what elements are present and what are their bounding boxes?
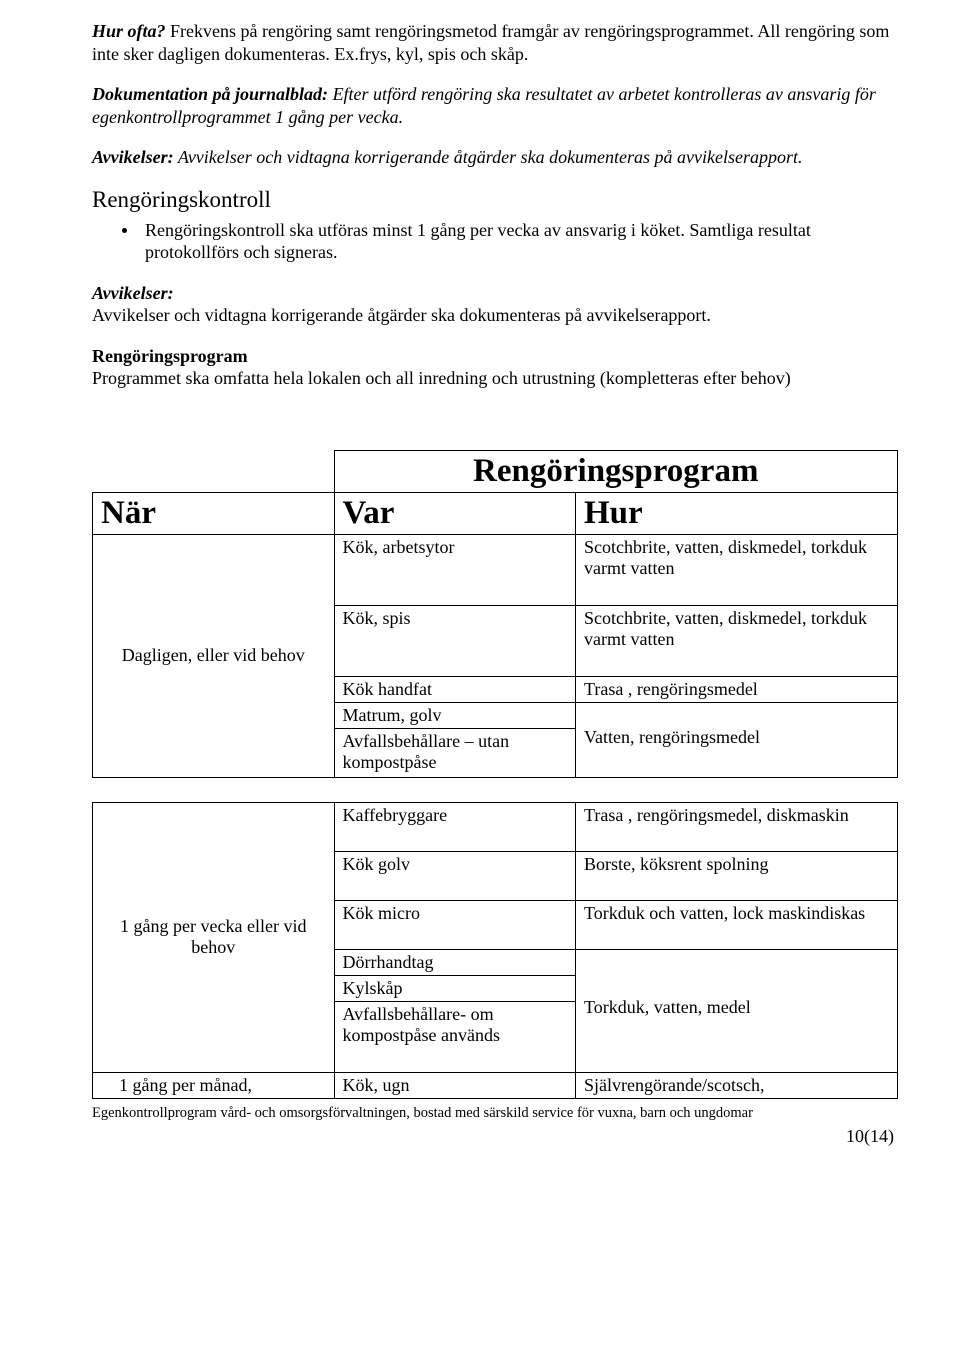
col-header-where: Var bbox=[334, 492, 576, 534]
avvikelser-label: Avvikelser: bbox=[92, 283, 174, 303]
para2-lead: Dokumentation på journalblad: bbox=[92, 84, 328, 104]
page-number: 10(14) bbox=[92, 1126, 898, 1147]
when-block2: 1 gång per vecka eller vid behov bbox=[93, 802, 335, 1072]
b2-where-5: Avfallsbehållare- om kompostpåse används bbox=[335, 1001, 576, 1072]
bullet-item: Rengöringskontroll ska utföras minst 1 g… bbox=[122, 219, 898, 264]
rengoringsprogram-table: Rengöringsprogram När Var Hur Dagligen, … bbox=[92, 450, 898, 1099]
para3-lead: Avvikelser: bbox=[92, 147, 174, 167]
b1-how-4: Vatten, rengöringsmedel bbox=[576, 702, 897, 773]
b1-where-0: Kök, arbetsytor bbox=[335, 535, 576, 606]
where-block3: Kök, ugn bbox=[334, 1072, 576, 1098]
b1-where-2: Kök handfat bbox=[335, 676, 576, 702]
b2-how-2: Torkduk och vatten, lock maskindiskas bbox=[576, 900, 897, 949]
b2-how-1: Borste, köksrent spolning bbox=[576, 851, 897, 900]
empty-top-left bbox=[93, 450, 335, 492]
spacer-row bbox=[93, 777, 898, 802]
para-hur-ofta: Hur ofta? Frekvens på rengöring samt ren… bbox=[92, 20, 898, 65]
where-block2: Kaffebryggare Kök golv Kök micro Dörrhan… bbox=[334, 802, 576, 1072]
how-block3: Självrengörande/scotsch, bbox=[576, 1072, 898, 1098]
b1-how-0: Scotchbrite, vatten, diskmedel, torkduk … bbox=[576, 535, 897, 606]
heading-rengoringsprogram: Rengöringsprogram bbox=[92, 345, 898, 368]
para-avvikelser-1: Avvikelser: Avvikelser och vidtagna korr… bbox=[92, 146, 898, 169]
b1-where-1: Kök, spis bbox=[335, 605, 576, 676]
how-block2: Trasa , rengöringsmedel, diskmaskin Bors… bbox=[576, 802, 898, 1072]
b1-where-3: Matrum, golv bbox=[335, 702, 576, 728]
para1-lead: Hur ofta? bbox=[92, 21, 166, 41]
b2-where-4: Kylskåp bbox=[335, 975, 576, 1001]
rp-heading: Rengöringsprogram bbox=[92, 346, 248, 366]
how-block1: Scotchbrite, vatten, diskmedel, torkduk … bbox=[576, 534, 898, 777]
para-dokumentation: Dokumentation på journalblad: Efter utfö… bbox=[92, 83, 898, 128]
where-block1: Kök, arbetsytor Kök, spis Kök handfat Ma… bbox=[334, 534, 576, 777]
para1-rest: Frekvens på rengöring samt rengöringsmet… bbox=[92, 21, 889, 64]
bullet-icon bbox=[122, 228, 127, 233]
b2-how-4: Torkduk, vatten, medel bbox=[576, 949, 897, 1066]
footer-text: Egenkontrollprogram vård- och omsorgsför… bbox=[92, 1105, 898, 1122]
para3-rest: Avvikelser och vidtagna korrigerande åtg… bbox=[174, 147, 803, 167]
b2-where-0: Kaffebryggare bbox=[335, 803, 576, 852]
when-block3: 1 gång per månad, bbox=[93, 1072, 335, 1098]
b2-where-2: Kök micro bbox=[335, 900, 576, 949]
col-header-how: Hur bbox=[576, 492, 898, 534]
table-title: Rengöringsprogram bbox=[334, 450, 898, 492]
b2-where-3: Dörrhandtag bbox=[335, 949, 576, 975]
b1-how-1: Scotchbrite, vatten, diskmedel, torkduk … bbox=[576, 605, 897, 676]
b2-where-1: Kök golv bbox=[335, 851, 576, 900]
page-container: Hur ofta? Frekvens på rengöring samt ren… bbox=[0, 0, 960, 1167]
heading-rengoringskontroll: Rengöringskontroll bbox=[92, 187, 898, 213]
when-block1: Dagligen, eller vid behov bbox=[93, 534, 335, 777]
b2-how-0: Trasa , rengöringsmedel, diskmaskin bbox=[576, 803, 897, 852]
avvikelser-label-2: Avvikelser: bbox=[92, 282, 898, 305]
b1-how-2: Trasa , rengöringsmedel bbox=[576, 676, 897, 702]
b1-where-4: Avfallsbehållare – utan kompostpåse bbox=[335, 728, 576, 777]
avvikelser-body-2: Avvikelser och vidtagna korrigerande åtg… bbox=[92, 304, 898, 327]
rp-body: Programmet ska omfatta hela lokalen och … bbox=[92, 367, 898, 390]
bullet-text: Rengöringskontroll ska utföras minst 1 g… bbox=[145, 219, 898, 264]
col-header-when: När bbox=[93, 492, 335, 534]
